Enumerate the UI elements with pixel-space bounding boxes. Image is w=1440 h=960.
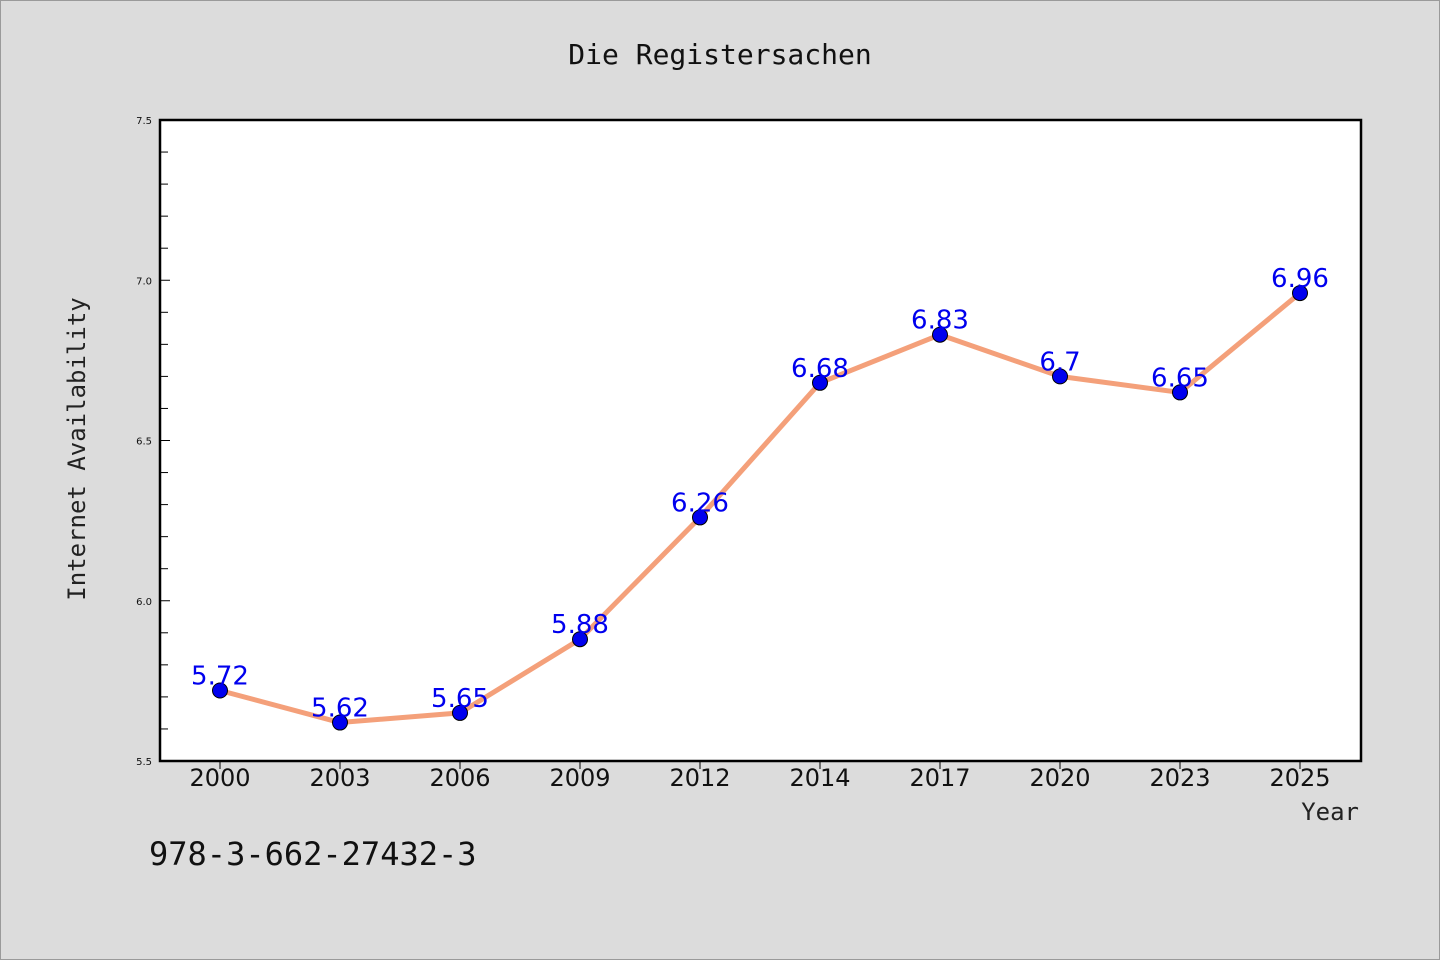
isbn-text: 978-3-662-27432-3	[149, 835, 477, 873]
data-label: 6.7	[1039, 347, 1080, 377]
chart-title: Die Registersachen	[568, 38, 871, 71]
y-tick-label: 6.5	[136, 437, 152, 448]
data-point	[1292, 285, 1308, 302]
y-tick-label: 7.0	[136, 276, 152, 287]
x-axis: 2000 2003 2006 2009 2012 2014 2017 2020 2023 2025	[189, 761, 1331, 792]
x-tick-label: 2023	[1149, 764, 1210, 792]
plot-area	[158, 118, 1363, 763]
data-point	[452, 704, 468, 721]
x-tick-label: 2009	[549, 764, 610, 792]
y-tick-label: 6.0	[136, 597, 152, 608]
data-point	[1052, 368, 1068, 385]
x-tick-label: 2014	[789, 764, 850, 792]
x-tick-label: 2012	[669, 764, 730, 792]
data-label: 5.88	[551, 610, 609, 640]
data-point	[692, 509, 708, 526]
x-axis-label: Year	[1301, 798, 1359, 826]
data-label: 6.96	[1271, 264, 1329, 294]
x-tick-label: 2003	[309, 764, 370, 792]
y-axis: 5.5 6.0 6.5 7.0 7.5	[136, 116, 170, 768]
data-label: 5.72	[191, 661, 249, 691]
data-point	[812, 374, 828, 391]
series-line	[217, 290, 1303, 726]
y-tick-label: 7.5	[136, 116, 152, 127]
y-tick-label: 5.5	[136, 757, 152, 768]
data-labels: 5.72 5.62 5.65 5.88 6.26 6.68 6.83 6.7 6.65 6.96	[191, 264, 1329, 723]
data-label: 6.83	[911, 306, 969, 336]
x-tick-label: 2025	[1269, 764, 1330, 792]
data-point	[212, 682, 228, 699]
data-label: 6.65	[1151, 363, 1209, 393]
data-label: 5.62	[311, 694, 369, 724]
x-tick-label: 2000	[189, 764, 250, 792]
data-point	[1172, 384, 1188, 401]
data-point	[332, 714, 348, 731]
data-label: 6.68	[791, 354, 849, 384]
data-label: 5.65	[431, 684, 489, 714]
data-point	[572, 631, 588, 648]
data-label: 6.26	[671, 488, 729, 518]
x-tick-label: 2017	[909, 764, 970, 792]
y-axis-label: Internet Availability	[63, 297, 91, 600]
x-tick-label: 2020	[1029, 764, 1090, 792]
data-point	[932, 326, 948, 343]
series-markers	[212, 285, 1308, 731]
x-tick-label: 2006	[429, 764, 490, 792]
